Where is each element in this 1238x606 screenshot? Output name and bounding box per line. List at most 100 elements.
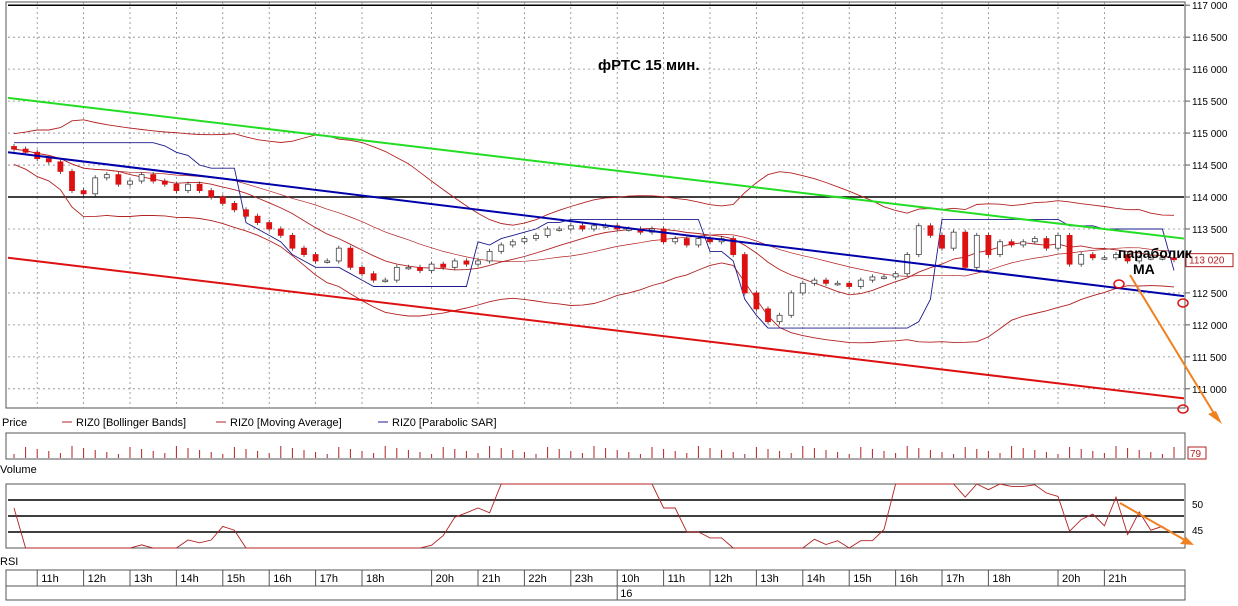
candle <box>579 225 586 230</box>
candle <box>150 174 157 182</box>
candle <box>359 266 365 275</box>
x-tick-label: 20h <box>436 573 454 585</box>
candle <box>498 244 505 252</box>
x-tick-label: 11h <box>41 573 59 585</box>
x-tick-label: 13h <box>760 573 778 585</box>
price-axis: 117 000 116 500 116 000 115 500 115 000 114 5… <box>1185 1 1228 396</box>
candle <box>161 180 168 185</box>
candle <box>1171 257 1177 261</box>
candle <box>521 238 528 243</box>
candle <box>695 238 702 246</box>
candle <box>243 209 249 217</box>
x-tick-label: 18h <box>366 573 384 585</box>
x-tick-label: 14h <box>807 573 825 585</box>
candle <box>765 308 771 323</box>
candle <box>846 282 853 287</box>
candle <box>672 238 679 243</box>
candle <box>57 161 64 172</box>
rsi-label: RSI <box>0 556 18 568</box>
candle <box>196 183 203 192</box>
candle <box>962 231 969 268</box>
candle <box>788 292 795 316</box>
x-tick-label: 12h <box>714 573 732 585</box>
candle <box>556 228 563 231</box>
candle <box>451 260 458 268</box>
candle <box>1113 254 1119 259</box>
y-tick-label: 112 500 <box>1192 289 1228 300</box>
candle <box>1031 238 1038 243</box>
y-tick-label: 114 500 <box>1192 161 1228 172</box>
x-tick-label: 22h <box>528 573 546 585</box>
channel-line-middle <box>7 151 1185 298</box>
y-tick-label: 112 000 <box>1192 321 1228 332</box>
svg-text:113 020: 113 020 <box>1189 256 1225 267</box>
candle <box>811 279 818 284</box>
x-tick-label: 20h <box>1062 573 1080 585</box>
candle <box>277 228 284 236</box>
time-axis-ticks: 11h 12h 13h 14h 15h 16h 17h 18h 20h 21h 22h 23h 10h 1… <box>36 570 1127 600</box>
y-tick-label: 114 000 <box>1192 193 1228 204</box>
candle <box>1101 257 1108 260</box>
volume-bars <box>13 446 1175 458</box>
candle <box>417 266 423 271</box>
candle <box>185 183 191 192</box>
candle <box>103 174 110 179</box>
x-tick-label: 16h <box>273 573 291 585</box>
candle <box>1020 241 1027 246</box>
forecast-arrow-price <box>1129 274 1222 424</box>
candle <box>219 196 226 204</box>
candle <box>950 231 957 249</box>
candle <box>985 234 992 255</box>
y-tick-label: 111 500 <box>1192 353 1227 364</box>
horizontal-grid <box>8 4 1184 390</box>
x-tick-label: 17h <box>320 573 338 585</box>
candle <box>405 266 412 270</box>
legend: Price RIZ0 [Bollinger Bands] RIZ0 [Movin… <box>2 417 497 429</box>
candle <box>823 279 829 284</box>
candle <box>1008 241 1015 246</box>
legend-bollinger: RIZ0 [Bollinger Bands] <box>76 417 186 429</box>
y-tick-label: 113 500 <box>1192 225 1228 236</box>
candle <box>939 234 945 249</box>
candle <box>382 279 389 283</box>
candle <box>463 260 470 265</box>
legend-price: Price <box>2 417 27 429</box>
candle <box>881 276 887 279</box>
candle <box>11 146 17 150</box>
volume-label: Volume <box>0 464 37 476</box>
current-price-marker: 113 020 <box>1185 253 1234 268</box>
candle <box>533 234 539 239</box>
candle <box>660 228 667 243</box>
candle <box>254 215 261 223</box>
candle <box>115 174 122 185</box>
x-tick-label: 18h <box>992 573 1010 585</box>
x-tick-label: 15h <box>227 573 245 585</box>
candle <box>741 254 748 294</box>
candle <box>208 190 215 198</box>
candle <box>753 292 760 310</box>
x-tick-label: 13h <box>134 573 152 585</box>
candle <box>776 314 783 323</box>
x-tick-label: 11h <box>668 573 686 585</box>
annotation-parabolic: параболик <box>1118 245 1193 261</box>
candle <box>857 279 864 287</box>
candle <box>799 282 806 294</box>
rsi-tick-45: 45 <box>1192 526 1204 537</box>
candle <box>1078 254 1085 265</box>
candle <box>335 247 342 262</box>
candle <box>1159 257 1166 260</box>
parabolic-sar <box>14 142 1175 329</box>
candle <box>312 254 319 262</box>
candle <box>324 260 331 263</box>
candle <box>997 241 1003 255</box>
candle <box>1136 257 1143 262</box>
candle <box>591 225 597 230</box>
candle <box>486 250 493 262</box>
legend-ma: RIZ0 [Moving Average] <box>230 417 342 429</box>
x-tick-label: 21h <box>482 573 500 585</box>
candle <box>730 238 737 255</box>
candle <box>393 266 400 281</box>
candle <box>127 180 133 185</box>
x-tick-label: 12h <box>88 573 106 585</box>
x-tick-label: 21h <box>1108 573 1126 585</box>
